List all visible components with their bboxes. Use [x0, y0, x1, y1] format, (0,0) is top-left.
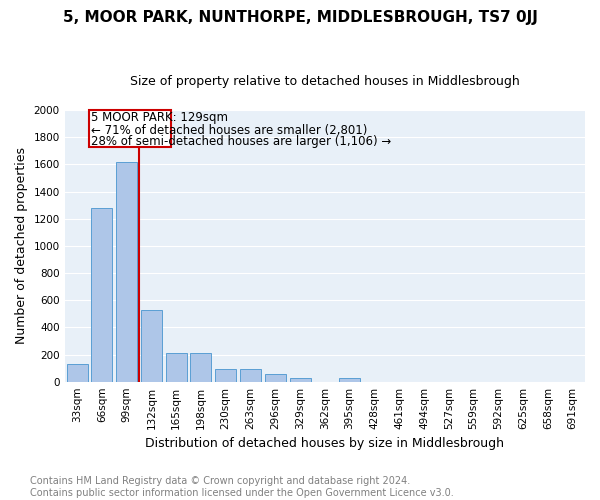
- Bar: [240, 370, 261, 382]
- Bar: [67, 364, 88, 382]
- Bar: [141, 310, 162, 382]
- Bar: [116, 162, 137, 382]
- Bar: [265, 374, 286, 382]
- Bar: [166, 353, 187, 382]
- Bar: [91, 208, 112, 382]
- Text: 5 MOOR PARK: 129sqm: 5 MOOR PARK: 129sqm: [91, 112, 229, 124]
- Bar: [290, 378, 311, 382]
- Text: 28% of semi-detached houses are larger (1,106) →: 28% of semi-detached houses are larger (…: [91, 135, 392, 148]
- Bar: [190, 353, 211, 382]
- Title: Size of property relative to detached houses in Middlesbrough: Size of property relative to detached ho…: [130, 75, 520, 88]
- Text: Contains HM Land Registry data © Crown copyright and database right 2024.
Contai: Contains HM Land Registry data © Crown c…: [30, 476, 454, 498]
- Y-axis label: Number of detached properties: Number of detached properties: [15, 148, 28, 344]
- Text: 5, MOOR PARK, NUNTHORPE, MIDDLESBROUGH, TS7 0JJ: 5, MOOR PARK, NUNTHORPE, MIDDLESBROUGH, …: [62, 10, 538, 25]
- FancyBboxPatch shape: [89, 110, 171, 146]
- Text: ← 71% of detached houses are smaller (2,801): ← 71% of detached houses are smaller (2,…: [91, 124, 368, 136]
- X-axis label: Distribution of detached houses by size in Middlesbrough: Distribution of detached houses by size …: [145, 437, 505, 450]
- Bar: [339, 378, 360, 382]
- Bar: [215, 370, 236, 382]
